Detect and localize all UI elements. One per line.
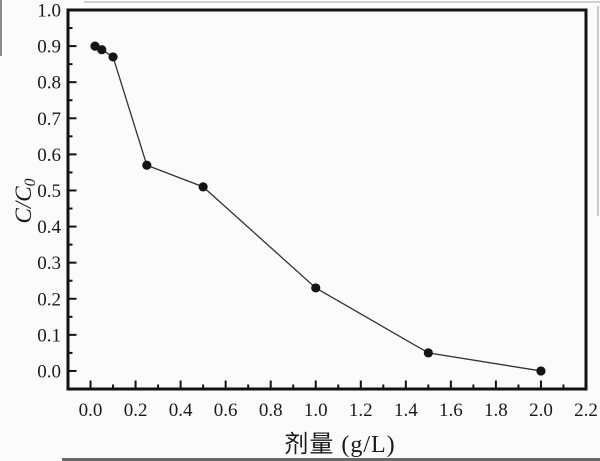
data-point: [97, 45, 107, 55]
x-tick-label: 1.4: [394, 400, 418, 421]
data-point: [108, 52, 118, 62]
y-tick-label: 0.6: [37, 145, 61, 166]
x-tick-label: 0.4: [169, 400, 193, 421]
x-tick-label: 0.6: [214, 400, 238, 421]
scan-artifact-bottom-edge: [62, 458, 600, 461]
x-tick-label: 0.8: [259, 400, 283, 421]
x-tick-label: 1.8: [484, 400, 508, 421]
data-point: [90, 41, 100, 51]
data-point: [142, 160, 152, 170]
y-tick-label: 0.5: [37, 181, 61, 202]
y-tick-label: 0.0: [37, 361, 61, 382]
y-tick-label: 0.3: [37, 253, 61, 274]
y-axis-title-main: C/C: [11, 186, 36, 224]
y-axis-title: C/C0: [11, 178, 40, 224]
x-axis-title: 剂量 (g/L): [284, 432, 396, 458]
data-point: [536, 366, 546, 376]
y-tick-label: 0.8: [37, 73, 61, 94]
data-point: [198, 182, 208, 192]
x-tick-label: 2.2: [574, 400, 598, 421]
data-point: [311, 283, 321, 293]
x-tick-label: 0.2: [124, 400, 148, 421]
x-tick-label: 0.0: [79, 400, 103, 421]
scan-artifact-left-edge: [0, 0, 2, 56]
plot-frame: [66, 8, 588, 391]
scan-artifact-top-edge: [84, 1, 600, 3]
x-tick-label: 1.0: [304, 400, 328, 421]
y-axis-title-subscript: 0: [22, 178, 40, 187]
y-tick-label: 0.9: [37, 37, 61, 58]
scan-artifact-right-edge: [597, 6, 599, 216]
data-point: [423, 348, 433, 358]
y-tick-label: 0.7: [37, 109, 61, 130]
y-tick-label: 1.0: [37, 1, 61, 22]
y-tick-label: 0.1: [37, 325, 61, 346]
x-tick-label: 1.6: [439, 400, 463, 421]
x-tick-label: 1.2: [349, 400, 373, 421]
y-tick-label: 0.4: [37, 217, 61, 238]
y-tick-label: 0.2: [37, 289, 61, 310]
x-tick-label: 2.0: [529, 400, 553, 421]
series-line: [94, 45, 542, 372]
